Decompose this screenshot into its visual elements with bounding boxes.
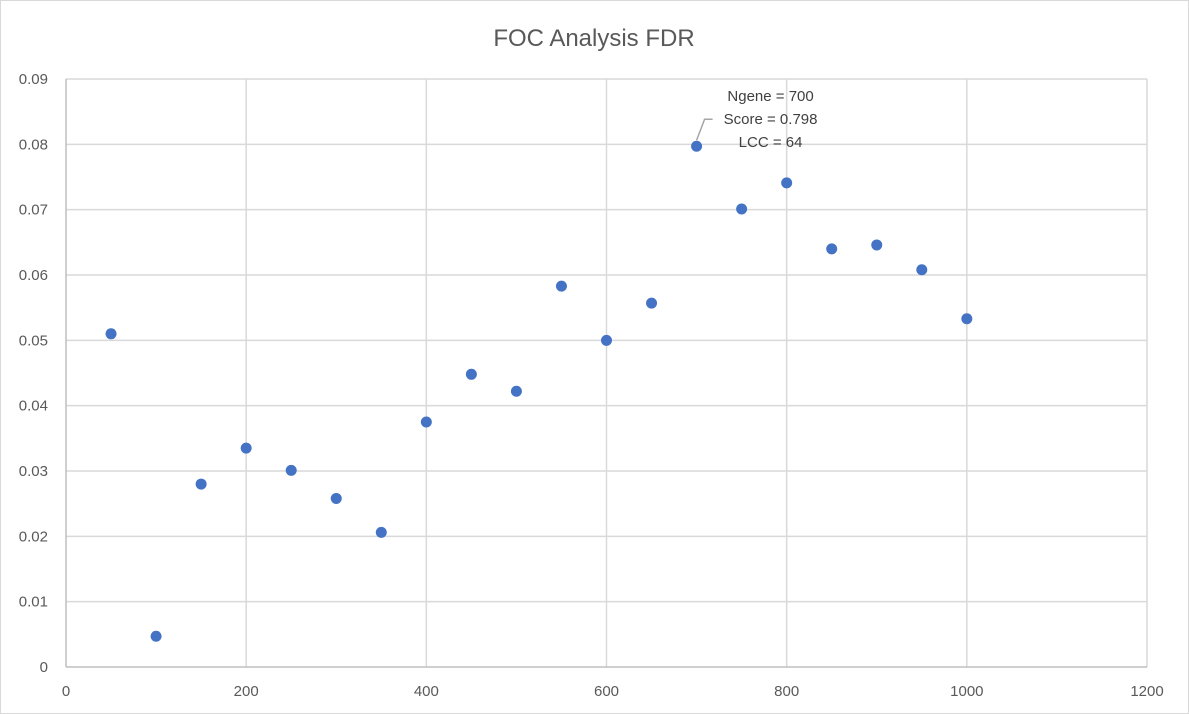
callout-text-line: Score = 0.798 xyxy=(724,111,818,128)
y-tick-label: 0.05 xyxy=(19,332,48,349)
callout-leader-line xyxy=(695,118,713,141)
y-tick-label: 0.06 xyxy=(19,267,48,284)
y-tick-label: 0.07 xyxy=(19,202,48,219)
y-tick-labels: 0 0.01 0.02 0.03 0.04 0.05 0.06 0.07 0.08 0.09 xyxy=(19,71,48,676)
data-point xyxy=(105,328,117,340)
y-tick-label: 0 xyxy=(40,659,48,676)
y-tick-label: 0.08 xyxy=(19,136,48,153)
data-points xyxy=(105,140,973,642)
x-tick-label: 800 xyxy=(774,683,799,700)
x-tick-label: 0 xyxy=(62,683,70,700)
x-tick-label: 400 xyxy=(414,683,439,700)
data-point xyxy=(375,526,387,538)
y-tick-label: 0.03 xyxy=(19,463,48,480)
data-label-callout: Ngene = 700 Score = 0.798 LCC = 64 xyxy=(695,88,818,151)
x-tick-labels: 0 200 400 600 800 1000 1200 xyxy=(62,683,1164,700)
x-tick-label: 600 xyxy=(594,683,619,700)
y-tick-label: 0.04 xyxy=(19,398,48,415)
data-point xyxy=(465,368,477,380)
data-point xyxy=(781,177,793,189)
data-point xyxy=(601,334,612,346)
y-tick-label: 0.09 xyxy=(19,71,48,88)
data-point xyxy=(555,280,567,292)
gridlines xyxy=(66,78,1148,667)
data-point xyxy=(150,630,162,642)
axes xyxy=(65,79,1147,668)
x-tick-label: 1200 xyxy=(1130,683,1163,700)
x-tick-label: 1000 xyxy=(950,683,983,700)
data-point xyxy=(826,243,838,255)
data-point xyxy=(871,239,883,251)
y-tick-label: 0.01 xyxy=(19,594,48,611)
data-point xyxy=(961,313,973,325)
data-point xyxy=(420,416,432,428)
data-point xyxy=(646,297,658,309)
data-point xyxy=(195,478,207,490)
data-point xyxy=(330,492,342,504)
data-point xyxy=(736,203,748,215)
chart-title: FOC Analysis FDR xyxy=(493,25,694,52)
data-point xyxy=(285,464,297,476)
data-point xyxy=(510,385,522,397)
x-tick-label: 200 xyxy=(234,683,259,700)
data-point xyxy=(240,442,252,454)
y-tick-label: 0.02 xyxy=(19,528,48,545)
data-point xyxy=(916,264,928,276)
data-point xyxy=(691,140,703,152)
callout-text-line: Ngene = 700 xyxy=(727,88,813,105)
callout-text-line: LCC = 64 xyxy=(739,134,803,151)
